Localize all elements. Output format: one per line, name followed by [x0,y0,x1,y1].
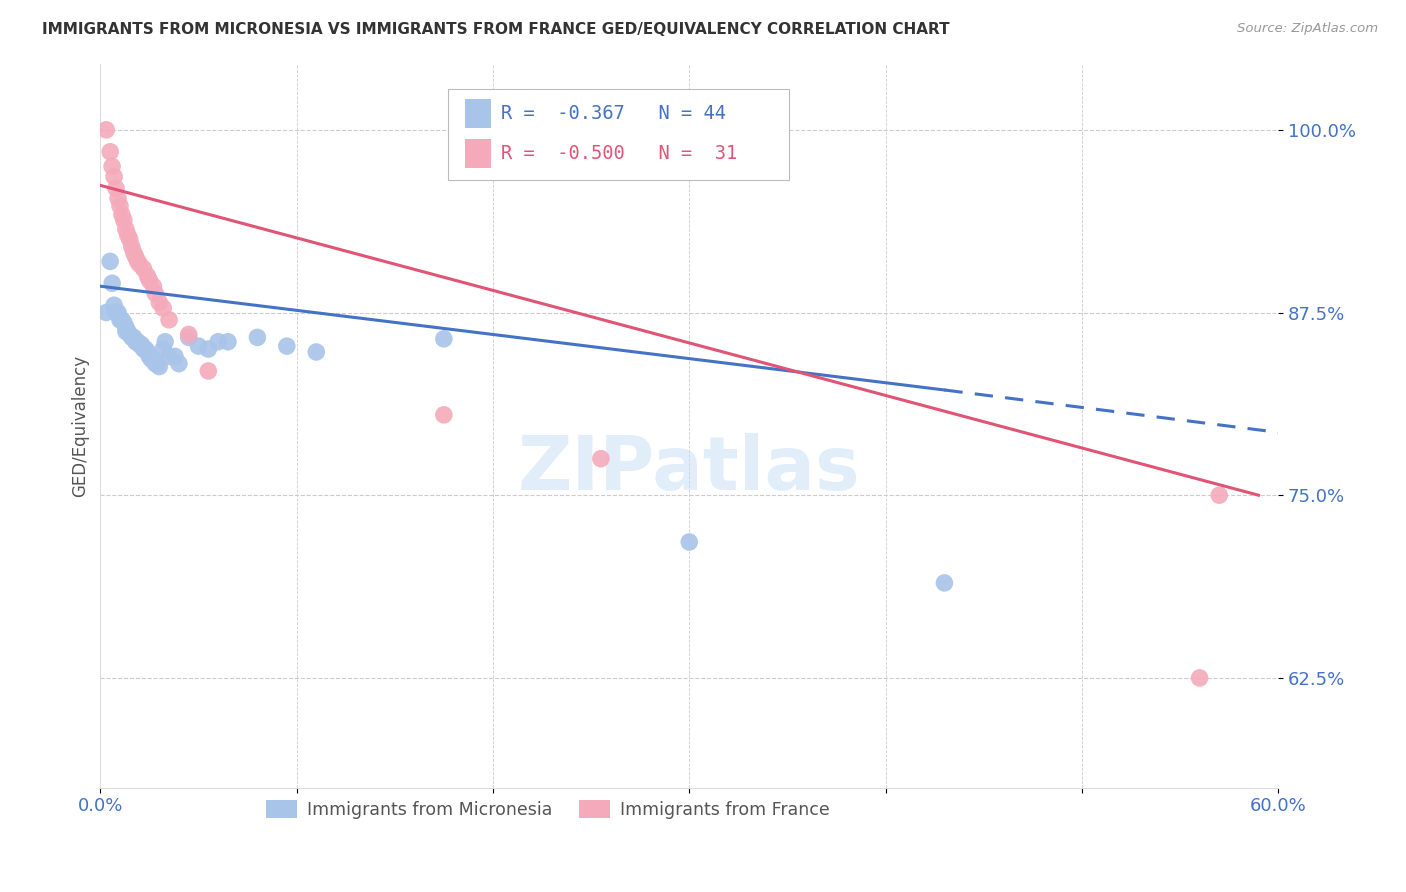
Point [128,337,150,351]
Point [934,575,956,590]
Point [141,352,163,367]
Point [131,337,153,351]
Point [246,330,269,344]
Point [127,334,149,349]
Point [101,160,124,174]
Point [152,342,174,356]
Point [197,342,219,356]
Point [132,261,155,276]
Point [105,305,128,319]
Point [138,350,160,364]
Point [187,339,209,353]
Point [121,330,143,344]
Point [98,145,121,159]
Point [136,268,159,283]
Point [163,350,186,364]
Point [112,213,135,227]
Point [118,232,141,246]
Point [122,330,145,344]
Point [217,334,239,349]
Point [125,334,148,349]
Point [134,342,156,356]
Point [125,250,148,264]
Point [167,357,190,371]
Point [148,359,170,374]
Point [152,301,174,315]
Point [96,123,118,137]
Point [115,325,138,339]
Point [142,352,165,367]
Point [107,305,129,319]
Point [115,320,138,334]
Bar [465,139,491,168]
Point [207,334,229,349]
Point [305,345,328,359]
Point [115,222,138,236]
FancyBboxPatch shape [447,89,789,180]
Point [111,208,134,222]
Point [433,408,456,422]
Point [112,316,135,330]
Point [121,240,143,254]
Point [127,254,149,268]
Point [1208,488,1230,502]
Point [107,192,129,206]
Point [157,350,180,364]
Point [197,364,219,378]
Text: IMMIGRANTS FROM MICRONESIA VS IMMIGRANTS FROM FRANCE GED/EQUIVALENCY CORRELATION: IMMIGRANTS FROM MICRONESIA VS IMMIGRANTS… [42,22,950,37]
Point [132,342,155,356]
Point [157,313,180,327]
Text: Source: ZipAtlas.com: Source: ZipAtlas.com [1237,22,1378,36]
Point [128,257,150,271]
Point [117,228,139,243]
Point [678,535,700,549]
Point [143,286,166,301]
Point [108,313,131,327]
Point [103,298,125,312]
Point [96,305,118,319]
Point [146,357,169,371]
Point [111,313,134,327]
Point [1188,671,1211,685]
Text: ZIPatlas: ZIPatlas [517,433,860,506]
Point [118,327,141,342]
Point [138,273,160,287]
Point [117,325,139,339]
Point [101,277,124,291]
Point [122,245,145,260]
Legend: Immigrants from Micronesia, Immigrants from France: Immigrants from Micronesia, Immigrants f… [259,793,837,826]
Point [136,345,159,359]
Point [177,330,200,344]
Text: R =  -0.500   N =  31: R = -0.500 N = 31 [501,144,737,163]
Text: R =  -0.367   N = 44: R = -0.367 N = 44 [501,104,725,123]
Point [177,327,200,342]
Point [142,279,165,293]
Bar [465,99,491,128]
Y-axis label: GED/Equivalency: GED/Equivalency [72,355,89,497]
Point [105,181,128,195]
Point [433,332,456,346]
Point [103,169,125,184]
Point [98,254,121,268]
Point [148,295,170,310]
Point [143,357,166,371]
Point [153,334,176,349]
Point [276,339,298,353]
Point [108,199,131,213]
Point [589,451,612,466]
